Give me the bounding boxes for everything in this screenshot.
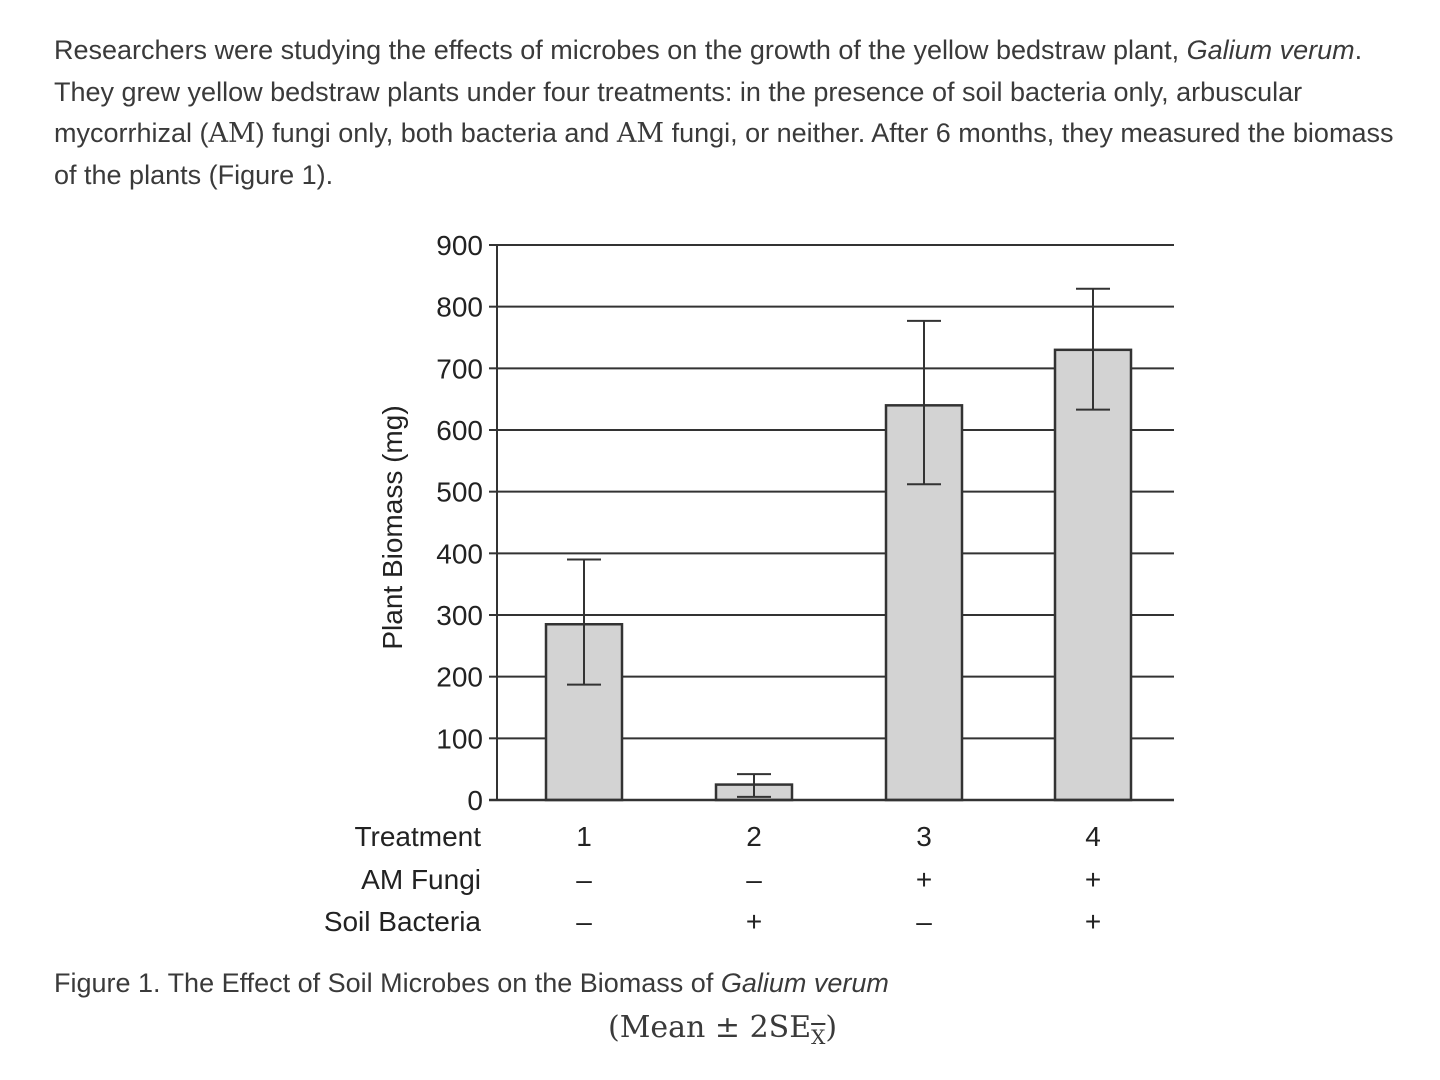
y-tick-label-800: 800 — [436, 292, 483, 323]
table-cell-soil-bacteria-2: + — [746, 906, 762, 937]
table-cell-am-fungi-1: – — [576, 864, 592, 895]
intro-text-4: fungi, or neither. After 6 months, they … — [54, 118, 1394, 190]
table-cell-soil-bacteria-4: + — [1085, 906, 1101, 937]
intro-text-3: ) fungi only, both bacteria and — [255, 118, 617, 148]
table-cell-am-fungi-3: + — [916, 864, 932, 895]
formula-close: ) — [825, 1010, 838, 1045]
table-cell-am-fungi-4: + — [1085, 864, 1101, 895]
table-label-soil-bacteria: Soil Bacteria — [324, 906, 482, 937]
y-axis-label: Plant Biomass (mg) — [377, 405, 408, 649]
bar-treatment-4 — [1053, 348, 1133, 802]
intro-am-1: AM — [208, 118, 256, 149]
table-label-treatment: Treatment — [354, 821, 481, 852]
y-tick-label-400: 400 — [436, 538, 483, 569]
table-label-am-fungi: AM Fungi — [361, 864, 481, 895]
formula-open: (Mean ± 2SE — [608, 1010, 812, 1045]
figure-caption: Figure 1. The Effect of Soil Microbes on… — [54, 968, 889, 999]
intro-text-2: . They grew yellow bedstraw plants under… — [54, 35, 1363, 148]
caption-formula: (Mean ± 2SEX) — [608, 1010, 837, 1049]
intro-species: Galium verum — [1186, 35, 1355, 65]
table-cell-am-fungi-2: – — [746, 864, 762, 895]
y-tick-label-100: 100 — [436, 723, 483, 754]
caption-text: Figure 1. The Effect of Soil Microbes on… — [54, 968, 721, 998]
caption-species: Galium verum — [720, 968, 889, 998]
formula-subscript: X — [811, 1025, 826, 1049]
y-tick-label-600: 600 — [436, 415, 483, 446]
y-tick-label-0: 0 — [467, 785, 483, 816]
intro-text-1: Researchers were studying the effects of… — [54, 35, 1187, 65]
intro-paragraph: Researchers were studying the effects of… — [54, 30, 1414, 196]
table-cell-soil-bacteria-3: – — [916, 906, 932, 937]
intro-am-2: AM — [616, 118, 665, 149]
table-cell-treatment-2: 2 — [746, 821, 762, 852]
y-tick-label-200: 200 — [436, 662, 483, 693]
y-tick-label-500: 500 — [436, 477, 483, 508]
y-tick-label-300: 300 — [436, 600, 483, 631]
table-cell-soil-bacteria-1: – — [576, 906, 592, 937]
y-tick-label-900: 900 — [436, 230, 483, 261]
y-tick-label-700: 700 — [436, 353, 483, 384]
table-cell-treatment-4: 4 — [1085, 821, 1101, 852]
table-cell-treatment-1: 1 — [576, 821, 592, 852]
table-cell-treatment-3: 3 — [916, 821, 932, 852]
